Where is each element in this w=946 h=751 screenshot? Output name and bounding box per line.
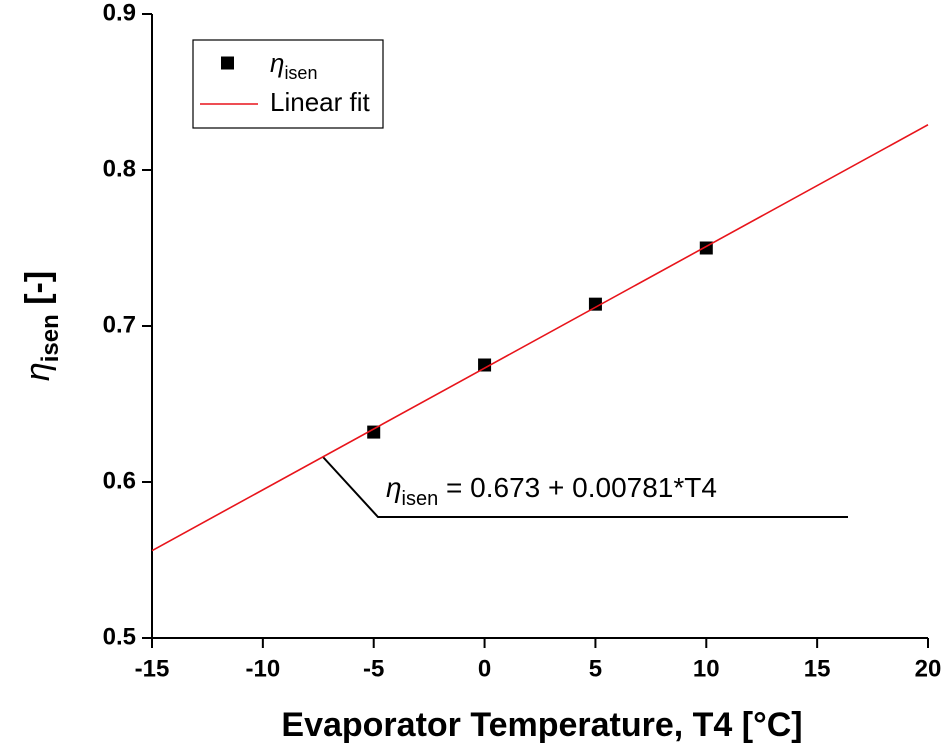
annotation-part: isen <box>402 488 439 510</box>
y-axis-label: ηisen [-] <box>19 271 64 381</box>
x-axis-label: Evaporator Temperature, T4 [°C] <box>281 706 802 744</box>
x-tick-label: -5 <box>363 655 384 682</box>
y-axis-label-part: [-] <box>19 271 57 314</box>
legend-label: Linear fit <box>270 87 370 117</box>
y-axis-label-part: η <box>19 362 57 381</box>
x-tick-label: 20 <box>915 655 942 682</box>
annotation-part: = 0.673 + 0.00781*T4 <box>438 472 717 503</box>
y-axis-label-part: isen <box>37 314 64 362</box>
fit-line <box>151 124 929 552</box>
y-tick-label: 0.5 <box>103 623 136 650</box>
legend-box <box>192 39 384 129</box>
x-tick-label: -10 <box>246 655 281 682</box>
y-tick-label: 0.7 <box>103 311 136 338</box>
x-tick-label: 15 <box>804 655 831 682</box>
data-point <box>367 425 381 439</box>
x-tick-label: 5 <box>589 655 602 682</box>
annotation: ηisen = 0.673 + 0.00781*T4 <box>386 472 717 510</box>
x-tick-label: -15 <box>135 655 170 682</box>
annotation-part: η <box>386 472 402 503</box>
data-point <box>588 297 602 311</box>
legend-marker <box>221 56 234 70</box>
legend-label-part: isen <box>284 63 317 83</box>
y-tick-label: 0.6 <box>103 467 136 494</box>
x-tick-label: 0 <box>478 655 491 682</box>
y-tick-label: 0.9 <box>103 0 136 26</box>
y-tick-label: 0.8 <box>103 155 136 182</box>
x-tick-label: 10 <box>693 655 720 682</box>
legend-label-part: η <box>270 48 284 78</box>
annotation-leader <box>322 456 848 518</box>
legend-label: ηisen <box>270 48 317 83</box>
data-point <box>478 358 492 372</box>
legend-label-part: Linear fit <box>270 87 370 117</box>
